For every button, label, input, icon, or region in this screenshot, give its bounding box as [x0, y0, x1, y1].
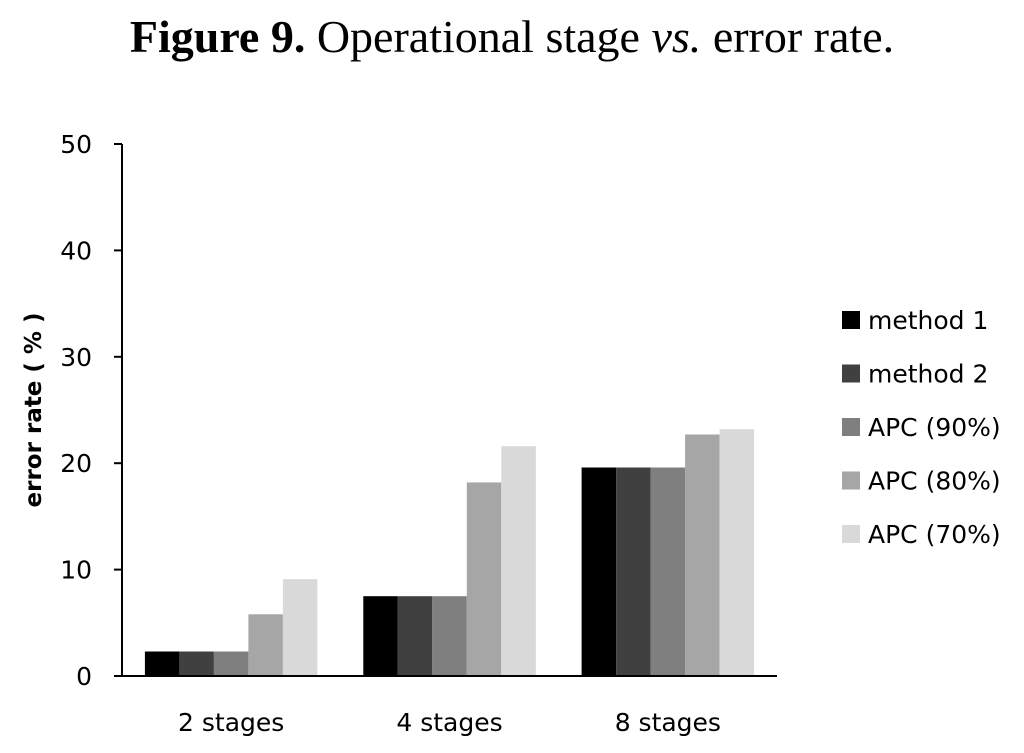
- legend-swatch: [842, 418, 860, 436]
- bar-method-2-2-stages: [179, 651, 214, 676]
- y-tick-label: 50: [60, 130, 92, 159]
- bar-apc-80-4-stages: [466, 482, 502, 676]
- figure-title-italic: vs.: [651, 11, 702, 62]
- y-axis-title: error rate ( % ): [21, 313, 47, 508]
- bar-method-1-8-stages: [581, 467, 617, 676]
- axes-layer: 0 10 20 30 40 50 2 stages 4 stages 8 stages error…: [21, 130, 777, 737]
- bar-method-2-8-stages: [616, 467, 651, 676]
- legend-label: APC (90%): [868, 413, 1001, 442]
- legend-swatch: [842, 525, 860, 543]
- figure-title-text-1: Operational stage: [305, 11, 652, 62]
- bar-apc-80-8-stages: [685, 434, 720, 676]
- legend-swatch: [842, 471, 860, 490]
- y-tick-label: 40: [60, 236, 92, 265]
- x-category-label: 8 stages: [615, 708, 721, 737]
- bar-method-2-4-stages: [397, 596, 433, 676]
- bar-apc-70-8-stages: [719, 429, 755, 676]
- legend-label: method 2: [868, 360, 988, 389]
- figure-title: Figure 9. Operational stage vs. error ra…: [0, 10, 1024, 63]
- bars-layer: [144, 429, 755, 676]
- y-tick-label: 0: [76, 662, 92, 691]
- legend-swatch: [842, 311, 860, 329]
- y-tick-label: 10: [60, 556, 92, 585]
- y-tick-label: 30: [60, 343, 92, 372]
- bar-method-1-2-stages: [144, 651, 180, 676]
- bar-apc-80-2-stages: [248, 614, 283, 676]
- x-category-label: 4 stages: [396, 708, 502, 737]
- y-tick-label: 20: [60, 449, 92, 478]
- legend-label: method 1: [868, 306, 988, 335]
- legend-label: APC (80%): [868, 467, 1001, 496]
- bar-method-1-4-stages: [363, 596, 398, 676]
- figure-title-text-2: error rate.: [701, 11, 895, 62]
- legend-label: APC (70%): [868, 520, 1001, 549]
- figure-title-number: Figure 9.: [129, 11, 306, 62]
- bar-apc-90-4-stages: [432, 596, 467, 676]
- bar-apc-70-4-stages: [501, 446, 536, 676]
- bar-apc-90-8-stages: [650, 467, 686, 676]
- bar-apc-70-2-stages: [282, 579, 318, 676]
- x-category-label: 2 stages: [178, 708, 284, 737]
- bar-apc-90-2-stages: [213, 651, 249, 676]
- legend: method 1 method 2 APC (90%) APC (80%) APC (7…: [842, 306, 1001, 549]
- legend-swatch: [842, 364, 860, 383]
